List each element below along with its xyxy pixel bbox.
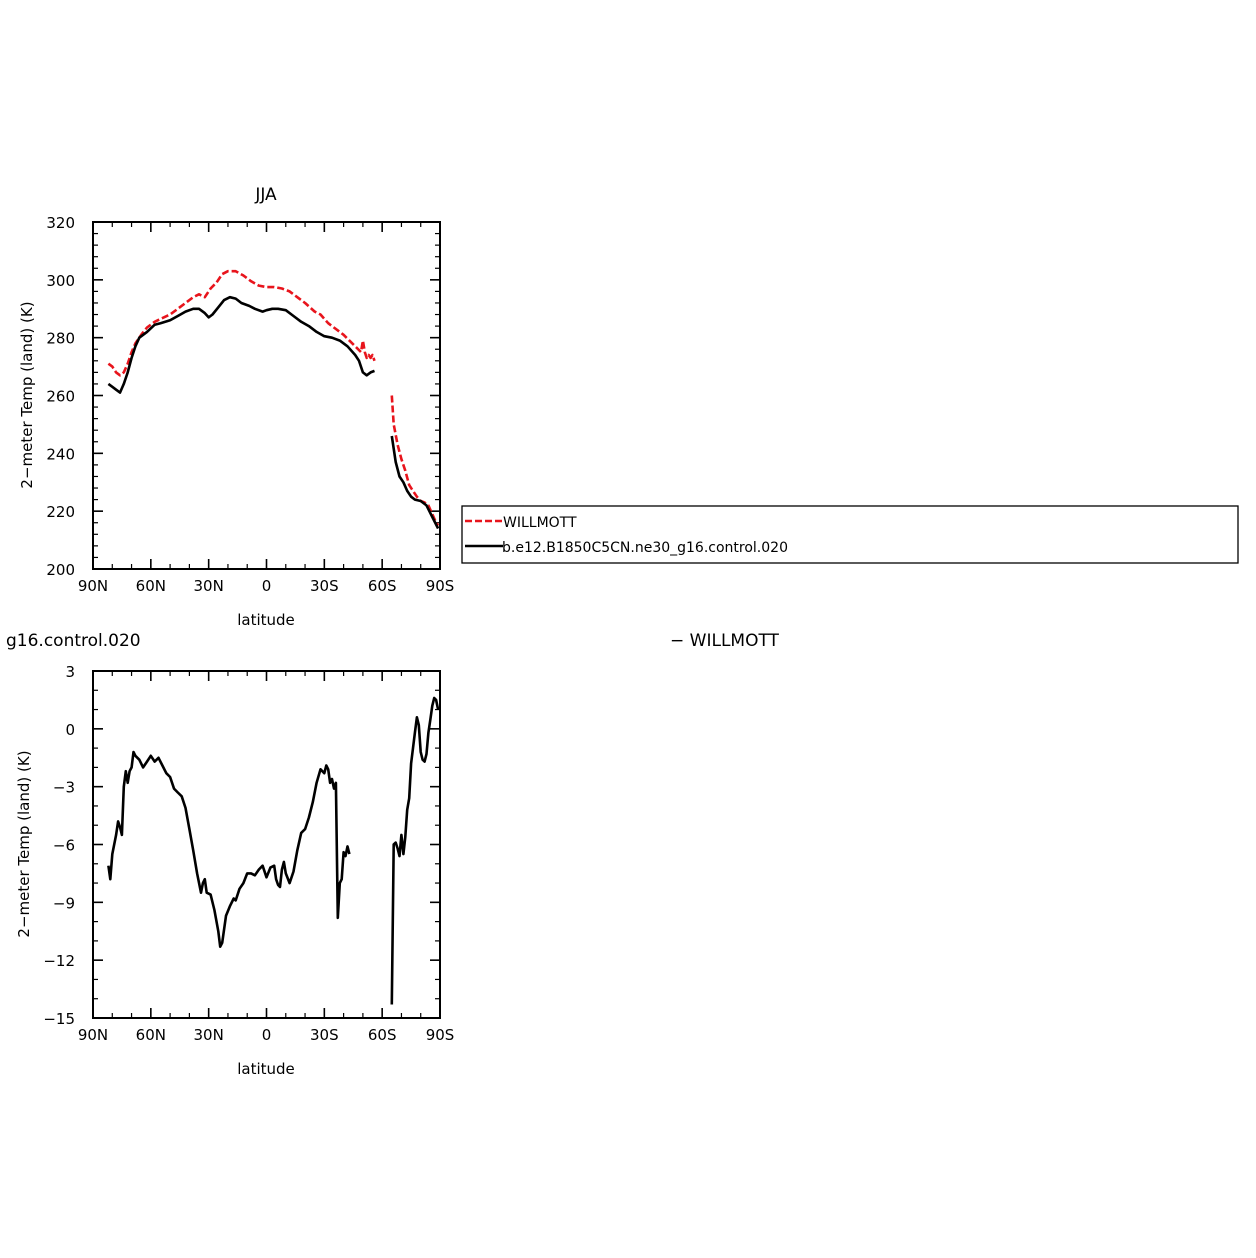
panel-bottom-series [107, 696, 440, 1005]
panel-bottom-y-tick-label: 0 [65, 721, 75, 739]
panel-top-y-tick-label: 200 [46, 561, 75, 579]
panel-bottom-title-right: − WILLMOTT [670, 631, 780, 651]
panel-top-series-1-line-segment-0 [107, 295, 375, 394]
panel-top-x-tick-label: 0 [262, 577, 272, 595]
panel-bottom-y-tick-labels: −15 −12 −9 −6 −3 0 3 [43, 663, 75, 1028]
panel-bottom-y-tick-label: −3 [53, 779, 75, 797]
panel-top-y-tick-labels: 200 220 240 260 280 300 320 [46, 214, 75, 579]
panel-bottom-x-tick-labels: 90N 60N 30N 0 30S 60S 90S [78, 1026, 454, 1044]
panel-top-plot-frame [92, 221, 441, 570]
panel-top-x-tick-label: 90N [78, 577, 108, 595]
panel-top: JJA 200 220 240 260 280 300 320 90N 60N 30N 0 30S 6… [18, 185, 1239, 629]
panel-bottom-plot-frame [92, 670, 441, 1019]
panel-top-y-tick-label: 260 [46, 388, 75, 406]
panel-bottom-y-axis-label: 2−meter Temp (land) (K) [15, 750, 33, 937]
panel-bottom-x-tick-label: 30S [310, 1026, 339, 1044]
panel-bottom-y-tick-label: 3 [65, 663, 75, 681]
panel-top-x-tick-label: 30N [194, 577, 224, 595]
panel-bottom-x-tick-label: 90S [426, 1026, 455, 1044]
panel-top-y-tick-label: 280 [46, 330, 75, 348]
panel-bottom-title-left: g16.control.020 [6, 631, 141, 651]
legend-entry-model: b.e12.B1850C5CN.ne30_g16.control.020 [502, 540, 788, 556]
panel-top-series-0-line-segment-0 [107, 269, 376, 377]
panel-top-x-axis-label: latitude [237, 611, 295, 629]
panel-bottom-y-tick-label: −9 [53, 894, 75, 912]
panel-top-y-tick-label: 240 [46, 445, 75, 463]
panel-bottom: g16.control.020 − WILLMOTT −15 −12 −9 −6 −3 0… [6, 631, 780, 1078]
panel-bottom-y-tick-label: −6 [53, 837, 75, 855]
panel-top-y-tick-label: 320 [46, 214, 75, 232]
legend-box [461, 505, 1239, 564]
panel-top-series-0-line-segment-1 [390, 395, 440, 527]
panel-bottom-series-0-line-segment-1 [390, 696, 440, 1005]
panel-top-title: JJA [254, 185, 277, 205]
panel-top-x-tick-labels: 90N 60N 30N 0 30S 60S 90S [78, 577, 454, 595]
panel-top-x-tick-label: 30S [310, 577, 339, 595]
panel-top-series [107, 269, 440, 530]
panel-bottom-x-tick-label: 90N [78, 1026, 108, 1044]
panel-top-x-tick-label: 60S [368, 577, 397, 595]
panel-top-y-tick-label: 300 [46, 272, 75, 290]
legend-entry-willmott: WILLMOTT [503, 515, 577, 531]
panel-bottom-x-tick-label: 60N [136, 1026, 166, 1044]
panel-bottom-y-tick-label: −15 [43, 1010, 75, 1028]
panel-bottom-x-axis-label: latitude [237, 1060, 295, 1078]
panel-bottom-x-tick-label: 0 [262, 1026, 272, 1044]
panel-bottom-series-0-line-segment-0 [107, 750, 351, 948]
panel-top-ticks [92, 221, 441, 570]
panel-top-series-1-line-segment-1 [390, 435, 440, 530]
panel-top-y-axis-label: 2−meter Temp (land) (K) [18, 301, 36, 488]
panel-bottom-ticks [92, 670, 441, 1019]
panel-bottom-y-tick-label: −12 [43, 952, 75, 970]
panel-top-y-tick-label: 220 [46, 503, 75, 521]
panel-top-x-tick-label: 60N [136, 577, 166, 595]
legend: WILLMOTT b.e12.B1850C5CN.ne30_g16.contro… [461, 505, 1239, 564]
panel-top-x-tick-label: 90S [426, 577, 455, 595]
panel-bottom-x-tick-label: 30N [194, 1026, 224, 1044]
panel-bottom-x-tick-label: 60S [368, 1026, 397, 1044]
